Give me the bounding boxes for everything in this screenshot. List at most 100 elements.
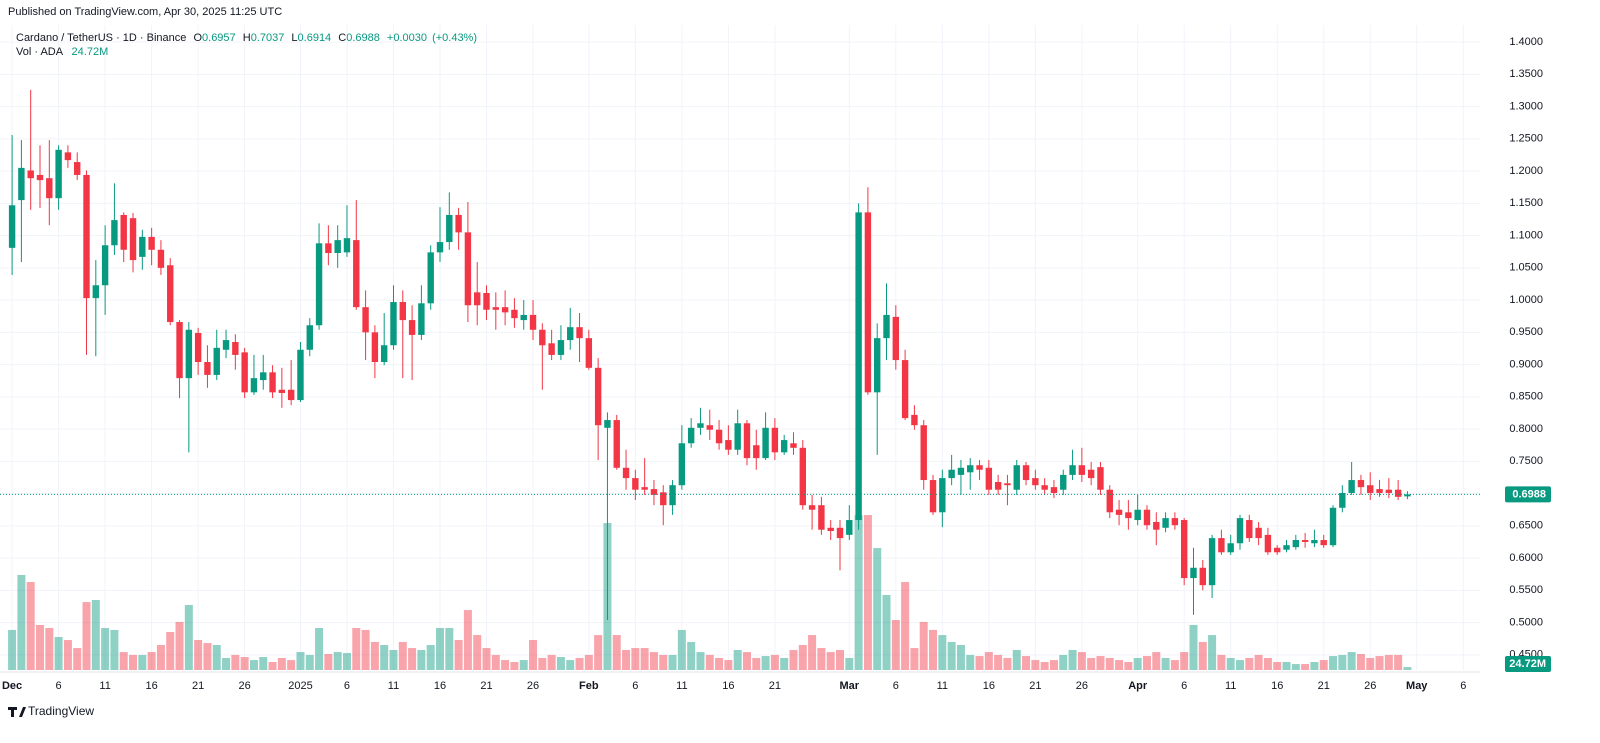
- volume-bar: [1142, 656, 1151, 670]
- volume-bar: [668, 654, 677, 670]
- candle-body: [1041, 485, 1048, 490]
- candle-body: [911, 414, 918, 426]
- volume-bar: [640, 648, 649, 670]
- candle-body: [55, 149, 62, 199]
- candle-body: [641, 487, 648, 490]
- volume-bar: [1003, 657, 1012, 670]
- candle-body: [632, 478, 639, 490]
- volume-bar: [315, 628, 324, 670]
- ohlc-value: 0.6957: [202, 32, 236, 44]
- candle-body: [1264, 534, 1272, 553]
- candle-body: [1367, 485, 1374, 493]
- x-tick-label: 11: [388, 680, 399, 692]
- volume-bar: [63, 640, 72, 670]
- volume-bar: [1263, 657, 1272, 670]
- candle-body: [1301, 540, 1309, 542]
- volume-bar: [687, 641, 696, 670]
- candle-body: [780, 440, 788, 453]
- volume-bar: [1347, 652, 1356, 670]
- candle-body: [762, 427, 769, 459]
- volume-bar: [742, 652, 751, 670]
- volume-bar: [1189, 624, 1198, 670]
- volume-bar: [1384, 654, 1393, 670]
- volume-bar: [901, 582, 910, 670]
- volume-bar: [454, 640, 463, 670]
- candle-body: [399, 302, 406, 321]
- volume-bar: [863, 515, 872, 670]
- x-tick-label: 21: [1318, 680, 1330, 692]
- volume-bar: [594, 635, 603, 670]
- candle-body: [36, 174, 44, 181]
- candle-body: [1162, 518, 1169, 528]
- y-tick-label: 1.1500: [1509, 197, 1543, 209]
- candle-body: [1292, 540, 1300, 548]
- y-tick-label: 1.3500: [1509, 68, 1543, 80]
- candle-body: [1153, 521, 1160, 530]
- candle-body: [1394, 489, 1402, 497]
- volume-name: Vol · ADA: [16, 46, 64, 58]
- candle-body: [241, 352, 248, 393]
- volume-bar: [770, 654, 779, 670]
- change: +0.0030: [387, 32, 427, 44]
- x-tick-label: 21: [1029, 680, 1041, 692]
- volume-bar: [277, 657, 286, 670]
- volume-bar: [73, 648, 82, 670]
- candle-body: [1190, 567, 1197, 579]
- candle-body: [743, 423, 751, 459]
- x-tick-label: Feb: [579, 680, 599, 692]
- candle-body: [771, 427, 779, 453]
- candle-body: [287, 389, 295, 401]
- candle-body: [213, 347, 220, 375]
- volume-bar: [1301, 664, 1310, 670]
- volume-bar: [1105, 657, 1114, 670]
- candle-body: [976, 465, 983, 470]
- candle-body: [622, 467, 630, 479]
- candle-body: [64, 152, 72, 161]
- candle-body: [176, 322, 183, 379]
- candle-body: [660, 492, 667, 506]
- candle-body: [1032, 478, 1039, 486]
- volume-bar: [1049, 660, 1058, 670]
- candle-body: [74, 162, 81, 175]
- volume-bar: [352, 628, 361, 670]
- y-tick-label: 1.3000: [1509, 100, 1543, 112]
- candle-body: [585, 338, 593, 368]
- candle-body: [901, 360, 909, 419]
- volume-bar: [305, 654, 314, 670]
- candle-body: [1022, 465, 1030, 481]
- candle-body: [194, 332, 202, 363]
- volume-bar: [622, 649, 631, 670]
- volume-bar: [1096, 656, 1105, 670]
- candle-body: [511, 309, 518, 319]
- volume-bar: [1245, 657, 1254, 670]
- volume-bar: [1115, 660, 1124, 670]
- volume-bar: [398, 641, 407, 670]
- candle-body: [297, 349, 304, 401]
- candle-body: [994, 481, 1002, 490]
- volume-bar: [194, 640, 203, 670]
- candle-body: [1283, 545, 1290, 550]
- candle-body: [753, 445, 760, 459]
- volume-bar: [166, 632, 175, 670]
- candle-body: [725, 440, 732, 450]
- volume-bar: [1254, 654, 1263, 670]
- symbol: Cardano / TetherUS · 1D · Binance: [16, 32, 186, 44]
- volume-bar: [1226, 657, 1235, 670]
- candle-body: [864, 212, 872, 393]
- candle-body: [567, 327, 574, 341]
- candle-body: [957, 467, 965, 475]
- x-tick-label: 21: [480, 680, 492, 692]
- y-tick-label: 1.2000: [1509, 165, 1543, 177]
- volume-bar: [1282, 661, 1291, 670]
- ohlc-value: 0.6914: [298, 32, 332, 44]
- volume-bar: [929, 629, 938, 670]
- volume-bar: [54, 636, 63, 670]
- candle-body: [492, 307, 500, 310]
- y-tick-label: 0.9000: [1509, 358, 1543, 370]
- candle-body: [278, 389, 286, 393]
- y-tick-label: 0.7500: [1509, 455, 1543, 467]
- candle-body: [1404, 494, 1411, 497]
- volume-bar: [798, 645, 807, 670]
- candle-body: [46, 178, 53, 199]
- x-tick-label: 26: [1076, 680, 1088, 692]
